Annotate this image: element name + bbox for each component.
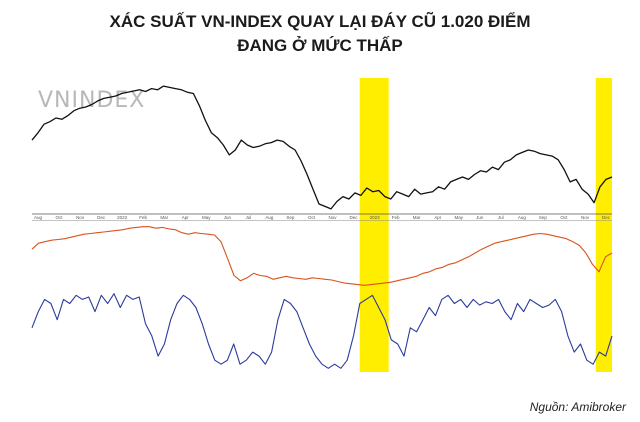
x-tick-label: Nov [76, 215, 85, 220]
x-tick-label: Sep [539, 215, 548, 220]
x-tick-label: Sep [286, 215, 295, 220]
x-tick-label: 2023 [370, 215, 381, 220]
chart-title-line-2: ĐANG Ở MỨC THẤP [237, 36, 403, 55]
x-tick-label: Oct [56, 215, 64, 220]
x-tick-label: Aug [265, 215, 274, 220]
source-note: Nguồn: Amibroker [529, 400, 626, 414]
x-tick-label: Mar [160, 215, 168, 220]
x-tick-label: May [202, 215, 211, 220]
chart-title-line-1: XÁC SUẤT VN-INDEX QUAY LẠI ĐÁY CŨ 1.020 … [109, 12, 531, 31]
x-tick-label: Jun [476, 215, 484, 220]
chart-title: XÁC SUẤT VN-INDEX QUAY LẠI ĐÁY CŨ 1.020 … [0, 10, 640, 58]
x-tick-label: Mar [413, 215, 421, 220]
x-tick-label: Feb [139, 215, 147, 220]
x-tick-label: Aug [518, 215, 527, 220]
x-tick-label: Nov [581, 215, 590, 220]
x-tick-label: Oct [308, 215, 316, 220]
highlight-band-1 [359, 78, 389, 372]
x-tick-label: Jun [224, 215, 232, 220]
x-tick-label: Dec [350, 215, 359, 220]
x-tick-label: May [454, 215, 463, 220]
series-line-indicator-2 [31, 293, 613, 369]
x-tick-label: Dec [97, 215, 106, 220]
series-line-indicator-1 [31, 226, 613, 286]
series-line-price [31, 85, 613, 210]
x-tick-label: 2022 [117, 215, 128, 220]
x-tick-label: Apr [434, 215, 442, 220]
x-tick-label: Apr [182, 215, 190, 220]
x-tick-label: Dec [602, 215, 611, 220]
x-tick-label: Jul [498, 215, 504, 220]
highlight-band-2 [595, 78, 612, 372]
x-tick-label: Jul [245, 215, 251, 220]
x-tick-label: Oct [560, 215, 568, 220]
x-tick-label: Nov [329, 215, 338, 220]
x-tick-label: Aug [34, 215, 43, 220]
x-tick-label: Feb [392, 215, 400, 220]
